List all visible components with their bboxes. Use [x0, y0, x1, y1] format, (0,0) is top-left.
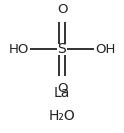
Text: OH: OH — [95, 43, 115, 56]
Text: La: La — [54, 86, 70, 100]
Text: S: S — [58, 42, 66, 56]
Text: H₂O: H₂O — [49, 109, 75, 123]
Text: HO: HO — [9, 43, 29, 56]
Text: O: O — [57, 82, 67, 95]
Text: O: O — [57, 3, 67, 16]
